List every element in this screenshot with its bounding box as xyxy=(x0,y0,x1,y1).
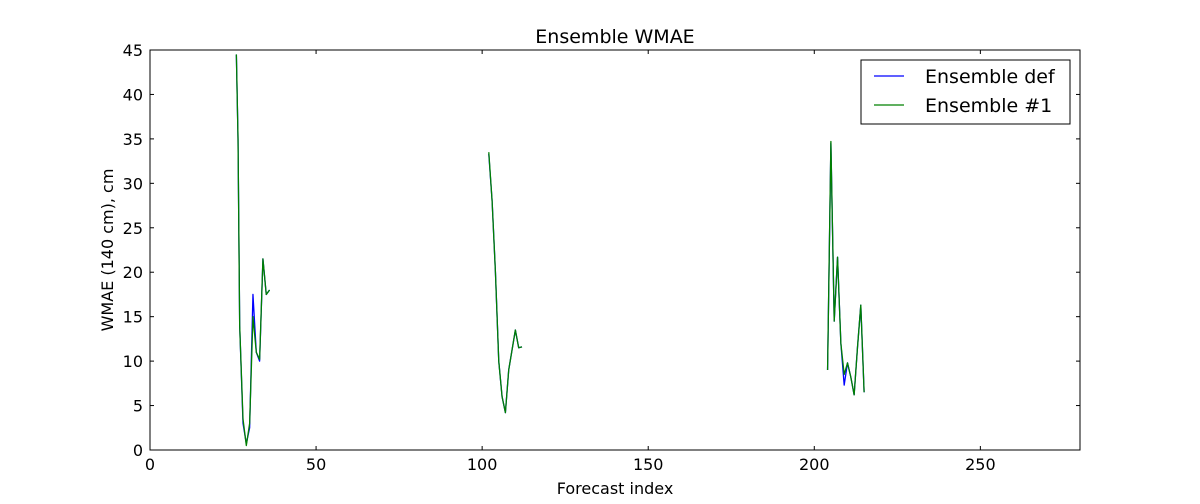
x-tick-label: 0 xyxy=(145,455,155,474)
y-axis-title: WMAE (140 cm), cm xyxy=(98,169,117,332)
y-tick-label: 40 xyxy=(123,85,143,104)
y-tick-label: 15 xyxy=(123,308,143,327)
y-tick-label: 25 xyxy=(123,219,143,238)
y-tick-label: 20 xyxy=(123,263,143,282)
x-tick-label: 50 xyxy=(306,455,326,474)
y-tick-label: 45 xyxy=(123,41,143,60)
y-tick-label: 5 xyxy=(133,397,143,416)
x-tick-label: 250 xyxy=(965,455,996,474)
x-axis-title: Forecast index xyxy=(557,479,674,498)
x-tick-label: 200 xyxy=(799,455,830,474)
y-tick-label: 10 xyxy=(123,352,143,371)
legend-label-ensemble-1: Ensemble #1 xyxy=(925,95,1052,117)
x-tick-label: 150 xyxy=(633,455,664,474)
y-tick-label: 0 xyxy=(133,441,143,460)
chart-title: Ensemble WMAE xyxy=(535,26,694,48)
y-tick-label: 30 xyxy=(123,174,143,193)
legend-label-ensemble-def: Ensemble def xyxy=(925,66,1056,88)
legend: Ensemble def Ensemble #1 xyxy=(861,60,1070,124)
x-tick-label: 100 xyxy=(467,455,498,474)
y-tick-label: 35 xyxy=(123,130,143,149)
